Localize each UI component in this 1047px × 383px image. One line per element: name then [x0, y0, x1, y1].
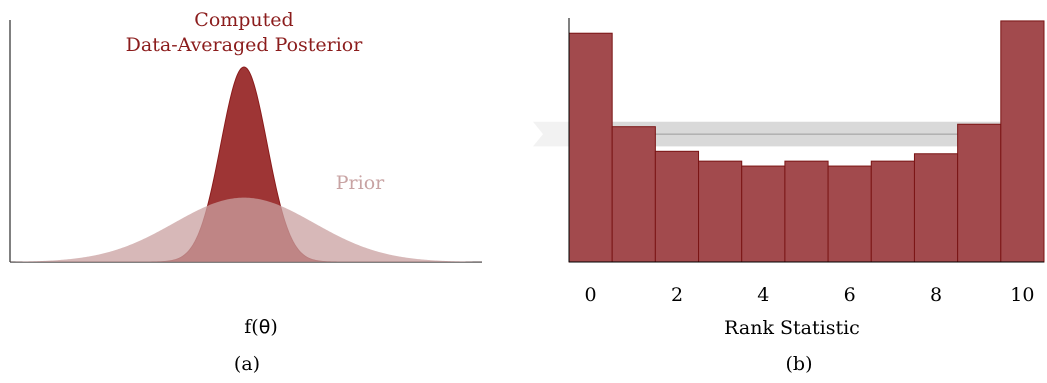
panel-a-density-plot: Computed Data-Averaged Posterior Prior f…	[9, 9, 482, 375]
panel-a-caption: (a)	[234, 353, 260, 375]
panel-a-x-axis-label: f(θ)	[244, 316, 278, 338]
bar-rank-7	[870, 160, 915, 263]
panel-b-caption: (b)	[786, 353, 813, 375]
bar-rank-3	[698, 160, 743, 263]
x-tick-label-6: 6	[844, 284, 856, 306]
bar-rank-9	[957, 123, 1002, 263]
bar-rank-6	[827, 165, 872, 263]
theta-symbol: θ	[259, 316, 271, 338]
panel-b-rank-histogram: 0 2 4 6 8 10 Rank Statistic (b)	[533, 18, 1045, 375]
bar-rank-0	[568, 32, 613, 263]
bar-rank-5	[784, 160, 829, 263]
x-tick-label-10: 10	[1010, 284, 1034, 306]
panel-b-axes	[568, 18, 1044, 263]
xlabel-prefix: f(	[244, 316, 258, 338]
prior-label: Prior	[336, 172, 385, 194]
prior-density-area	[10, 197, 482, 262]
posterior-label-line2: Data-Averaged Posterior	[126, 34, 364, 56]
bar-rank-4	[741, 165, 786, 263]
panel-b-x-ticks: 0 2 4 6 8 10	[585, 284, 1035, 306]
posterior-label-line1: Computed	[194, 9, 293, 31]
histogram-bars	[568, 20, 1045, 263]
x-tick-label-4: 4	[757, 284, 769, 306]
panel-b-x-axis-label: Rank Statistic	[724, 317, 860, 339]
x-tick-label-0: 0	[585, 284, 597, 306]
xlabel-suffix: )	[270, 316, 277, 338]
bar-rank-8	[913, 153, 959, 263]
x-tick-label-2: 2	[671, 284, 683, 306]
bar-rank-1	[611, 126, 656, 263]
bar-rank-10	[1000, 20, 1045, 263]
x-tick-label-8: 8	[930, 284, 942, 306]
bar-rank-2	[654, 150, 700, 263]
